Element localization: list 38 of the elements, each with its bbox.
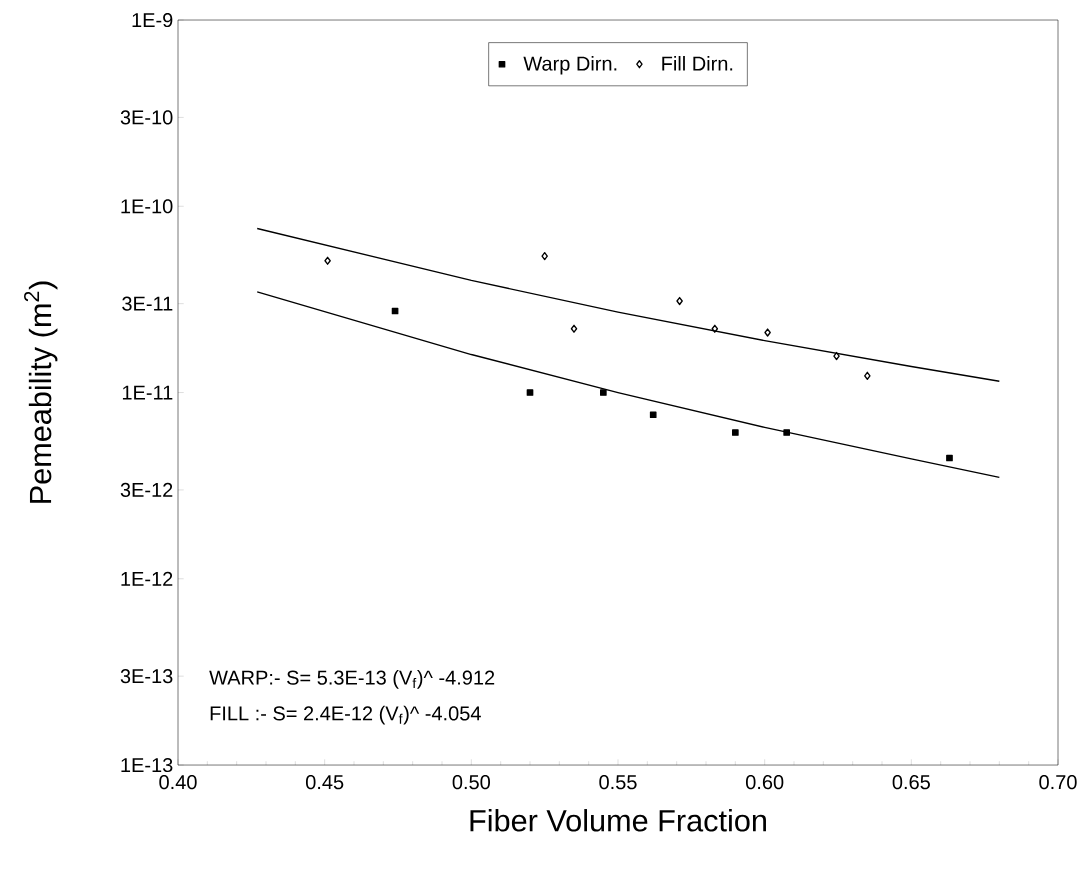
point xyxy=(526,389,534,396)
point xyxy=(864,371,871,380)
y-tick-label: 3E-11 xyxy=(122,296,173,311)
point xyxy=(541,251,548,261)
x-tick-label: 0.45 xyxy=(305,775,344,790)
x-tick-label: 0.40 xyxy=(159,775,197,790)
y-axis-title: Pemeability (m$^{2}$) xyxy=(24,281,58,503)
x-tick-label: 0.70 xyxy=(1039,775,1077,790)
y-tick-label: 1E-12 xyxy=(121,571,173,586)
point xyxy=(324,256,331,265)
point xyxy=(570,324,578,333)
annotation: WARP:- S= 5.3E-13 (V$_{f}$)^ -4.912 xyxy=(209,670,495,689)
annotation: FILL :- S= 2.4E-12 (V$_{f}$)^ -4.054 xyxy=(210,705,481,725)
y-tick-label: 1E-11 xyxy=(122,385,173,400)
y-tick-label: 1E-10 xyxy=(121,199,173,214)
line-series xyxy=(256,291,1001,479)
y-tick-label: 1E-9 xyxy=(132,12,173,28)
x-tick-label: 0.55 xyxy=(599,775,637,790)
point xyxy=(600,389,607,396)
point xyxy=(946,454,953,462)
point xyxy=(764,328,771,337)
y-tick-label: 1E-13 xyxy=(121,757,173,773)
point xyxy=(732,429,739,436)
legend-label: Fill Dirn. xyxy=(662,55,733,71)
legend-label: Warp Dirn. xyxy=(523,55,617,75)
y-tick-label: 3E-10 xyxy=(120,110,173,125)
y-tick-label: 3E-13 xyxy=(120,669,173,684)
point xyxy=(783,429,791,436)
point xyxy=(676,296,683,306)
x-tick-label: 0.50 xyxy=(452,775,490,790)
x-tick-label: 0.65 xyxy=(892,775,930,790)
line-series xyxy=(256,227,1001,382)
point xyxy=(833,351,840,361)
point xyxy=(649,411,657,419)
point xyxy=(711,324,719,333)
y-tick-label: 3E-12 xyxy=(120,482,173,497)
x-tick-label: 0.60 xyxy=(745,775,784,790)
x-axis-title: Fiber Volume Fraction xyxy=(470,809,766,832)
